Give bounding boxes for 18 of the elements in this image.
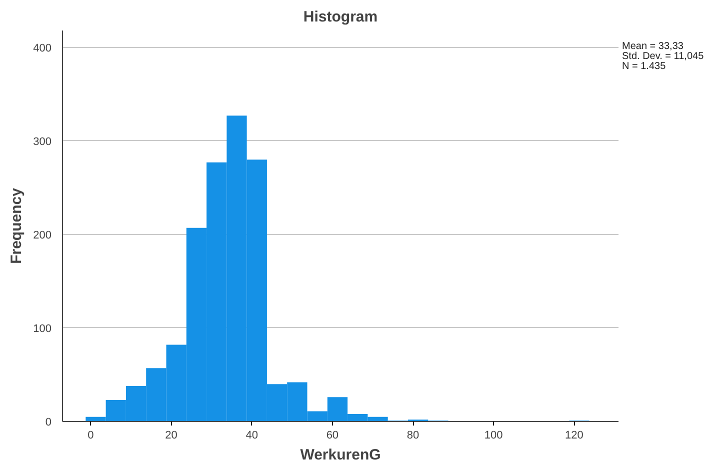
- text: Mean = 33,33: [622, 41, 684, 52]
- chart-title: Histogram: [303, 8, 378, 26]
- y-axis-title: Frequency: [8, 187, 26, 264]
- x-tick-label: 40: [246, 430, 258, 442]
- x-tick-label: 0: [88, 430, 94, 442]
- x-tick-label: 20: [165, 430, 178, 442]
- y-tick-label: 100: [33, 322, 52, 335]
- x-tick-label: 80: [406, 430, 420, 442]
- x-tick-label: 60: [326, 430, 339, 442]
- y-tick-label: 0: [45, 416, 52, 428]
- y-tick-label: 400: [33, 42, 52, 54]
- text: Std. Dev. = 11,045: [622, 51, 704, 62]
- y-tick-label: 200: [33, 229, 52, 242]
- y-tick-label: 300: [33, 136, 52, 148]
- x-tick-label: 120: [565, 430, 584, 442]
- x-axis-title: WerkurenG: [300, 446, 381, 464]
- x-tick-label: 100: [484, 430, 503, 442]
- text: N = 1.435: [622, 61, 667, 72]
